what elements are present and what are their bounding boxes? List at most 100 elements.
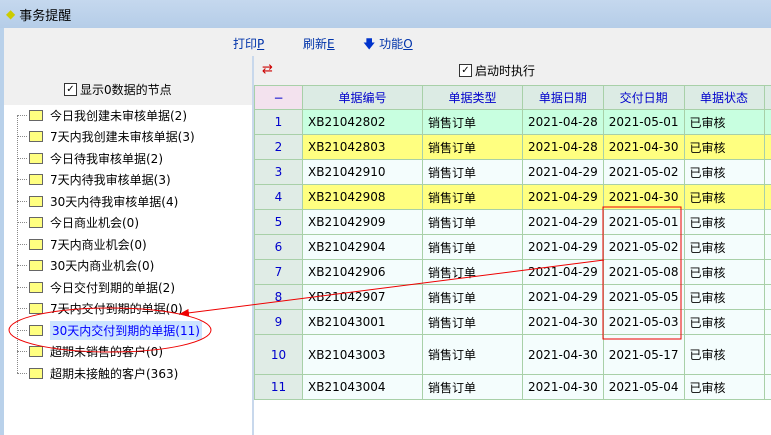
- autorun-checkbox[interactable]: ✓ 启动时执行: [459, 62, 535, 79]
- tree-item[interactable]: 超期未接触的客户(363): [17, 363, 178, 383]
- tree-item[interactable]: 今日我创建未审核单据(2): [17, 105, 187, 125]
- table-cell: XB21043004: [302, 374, 423, 400]
- left-panel: ✓ 显示0数据的节点 今日我创建未审核单据(2) 7天内我创建未审核单据(3) 今日待…: [4, 56, 252, 435]
- swap-icon[interactable]: ⇄: [262, 62, 273, 77]
- table-row[interactable]: 11 XB21043004 销售订单 2021-04-30 2021-05-04 已审核: [254, 374, 771, 400]
- table-cell: XB21042803: [302, 134, 423, 160]
- documents-grid: − 单据编号 单据类型 单据日期 交付日期 单据状态 1 XB21042802 销售订单 2021…: [254, 85, 771, 400]
- table-cell: 4: [254, 184, 303, 210]
- folder-icon: [29, 367, 43, 379]
- table-cell: XB21042907: [302, 284, 423, 310]
- table-cell: 2021-04-30: [602, 134, 685, 160]
- table-row[interactable]: 5 XB21042909 销售订单 2021-04-29 2021-05-01 已审核: [254, 209, 771, 235]
- tree-item[interactable]: 7天内我创建未审核单据(3): [17, 127, 195, 147]
- table-cell: 已审核: [683, 284, 765, 310]
- tree-connector: [17, 200, 27, 202]
- table-cell: [763, 234, 771, 260]
- toolbar: 打印P 刷新E 🡇 功能O: [4, 28, 771, 56]
- table-cell: 2021-04-30: [602, 184, 685, 210]
- tree-item[interactable]: 超期未销售的客户(0): [17, 342, 163, 362]
- table-row[interactable]: 9 XB21043001 销售订单 2021-04-30 2021-05-03 已审核: [254, 309, 771, 335]
- table-cell: [763, 159, 771, 185]
- tree-item-label: 7天内交付到期的单据(0): [50, 302, 183, 316]
- table-cell: 8: [254, 284, 303, 310]
- table-cell: 已审核: [683, 234, 765, 260]
- table-cell: 销售订单: [422, 309, 523, 335]
- table-row[interactable]: 3 XB21042910 销售订单 2021-04-29 2021-05-02 已审核: [254, 159, 771, 185]
- tree-item-label: 今日商业机会(0): [50, 216, 139, 230]
- table-cell: 10: [254, 334, 303, 375]
- table-row[interactable]: 1 XB21042802 销售订单 2021-04-28 2021-05-01 已审核: [254, 109, 771, 135]
- tree-item[interactable]: 30天内交付到期的单据(11): [17, 320, 202, 340]
- table-cell: [763, 259, 771, 285]
- refresh-button[interactable]: 刷新E: [303, 37, 335, 51]
- tree-connector: [17, 329, 27, 331]
- table-row[interactable]: 8 XB21042907 销售订单 2021-04-29 2021-05-05 已审核: [254, 284, 771, 310]
- arrow-down-icon: 🡇: [363, 37, 376, 51]
- tree-item[interactable]: 7天内待我审核单据(3): [17, 170, 171, 190]
- table-row[interactable]: 2 XB21042803 销售订单 2021-04-28 2021-04-30 已审核: [254, 134, 771, 160]
- table-row[interactable]: 6 XB21042904 销售订单 2021-04-29 2021-05-02 已审核: [254, 234, 771, 260]
- table-cell: 销售订单: [422, 109, 523, 135]
- table-row[interactable]: 7 XB21042906 销售订单 2021-04-29 2021-05-08 已审核: [254, 259, 771, 285]
- tree-item-label: 超期未销售的客户(0): [50, 345, 163, 359]
- table-cell: 2021-04-30: [522, 334, 604, 375]
- table-cell: 2: [254, 134, 303, 160]
- table-cell: 5: [254, 209, 303, 235]
- tree-connector: [17, 372, 27, 374]
- table-row[interactable]: 10 XB21043003 销售订单 2021-04-30 2021-05-17 已审核: [254, 334, 771, 375]
- print-button[interactable]: 打印P: [233, 37, 265, 51]
- right-panel: ⇄ ✓ 启动时执行 − 单据编号 单据类型 单据日期 交付日期 单据状态 1 XB2104280…: [254, 56, 771, 435]
- autorun-label: 启动时执行: [475, 64, 536, 78]
- function-button[interactable]: 🡇 功能O: [363, 37, 413, 51]
- table-cell: 2021-04-28: [522, 134, 604, 160]
- table-cell: 2021-04-30: [522, 309, 604, 335]
- table-cell: 销售订单: [422, 234, 523, 260]
- table-cell: 已审核: [683, 309, 765, 335]
- tree-item[interactable]: 30天内商业机会(0): [17, 256, 154, 276]
- table-cell: 已审核: [683, 134, 765, 160]
- column-header[interactable]: [763, 85, 771, 110]
- folder-icon: [29, 195, 43, 207]
- table-cell: 销售订单: [422, 184, 523, 210]
- table-cell: 11: [254, 374, 303, 400]
- column-header[interactable]: 单据编号: [302, 85, 423, 110]
- column-header[interactable]: −: [254, 85, 303, 110]
- column-header[interactable]: 单据状态: [683, 85, 765, 110]
- table-cell: 2021-05-17: [602, 334, 685, 375]
- table-cell: XB21042908: [302, 184, 423, 210]
- table-cell: 2021-04-30: [522, 374, 604, 400]
- column-header[interactable]: 单据类型: [422, 85, 523, 110]
- folder-icon: [29, 346, 43, 357]
- tree-item[interactable]: 7天内交付到期的单据(0): [17, 299, 183, 319]
- table-cell: 2021-04-29: [522, 234, 604, 260]
- window-title: 事务提醒: [19, 8, 72, 24]
- table-cell: 销售订单: [422, 134, 523, 160]
- column-header[interactable]: 单据日期: [522, 85, 604, 110]
- splitter[interactable]: [252, 56, 254, 435]
- tree-item[interactable]: 今日待我审核单据(2): [17, 148, 163, 168]
- grid-toolbar: ⇄ ✓ 启动时执行: [254, 56, 771, 85]
- show-zero-checkbox[interactable]: ✓ 显示0数据的节点: [64, 81, 172, 98]
- table-cell: XB21042910: [302, 159, 423, 185]
- table-cell: [763, 184, 771, 210]
- table-cell: XB21042904: [302, 234, 423, 260]
- show-zero-label: 显示0数据的节点: [80, 83, 172, 97]
- tree-connector: [17, 114, 27, 116]
- table-row[interactable]: 4 XB21042908 销售订单 2021-04-29 2021-04-30 已审核: [254, 184, 771, 210]
- tree-item-label: 7天内待我审核单据(3): [50, 173, 171, 187]
- table-cell: 2021-05-01: [602, 109, 685, 135]
- table-cell: 2021-05-02: [602, 159, 685, 185]
- tree-connector: [17, 179, 27, 180]
- table-cell: 2021-04-29: [522, 209, 604, 235]
- app-icon: ◆: [6, 7, 16, 21]
- tree-item[interactable]: 30天内待我审核单据(4): [17, 191, 178, 211]
- tree-item[interactable]: 今日交付到期的单据(2): [17, 277, 175, 297]
- table-cell: 已审核: [683, 184, 765, 210]
- folder-icon: [29, 109, 43, 121]
- tree-item[interactable]: 今日商业机会(0): [17, 213, 139, 233]
- table-cell: [763, 134, 771, 160]
- column-header[interactable]: 交付日期: [602, 85, 685, 110]
- tree-item[interactable]: 7天内商业机会(0): [17, 234, 147, 254]
- table-cell: 2021-05-08: [602, 259, 685, 285]
